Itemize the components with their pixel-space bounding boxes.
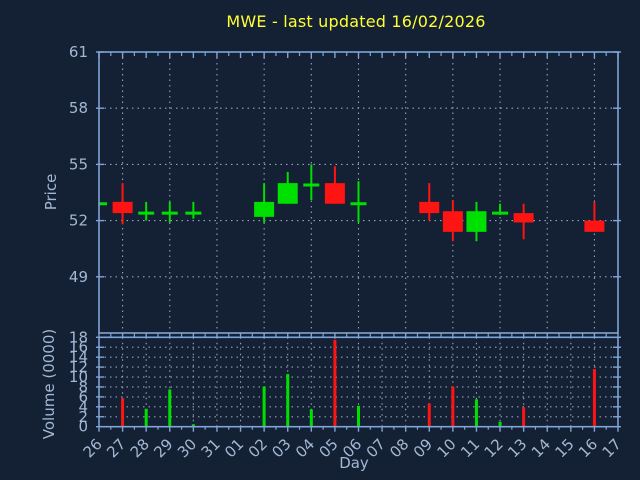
volume-tick-label: 18 bbox=[69, 328, 88, 346]
day-tick-label: 10 bbox=[433, 435, 459, 461]
candle-29 bbox=[161, 201, 178, 223]
volume-bar-29 bbox=[168, 389, 172, 427]
candle-28 bbox=[138, 201, 155, 221]
day-tick-label: 02 bbox=[245, 435, 271, 461]
candle-05 bbox=[324, 166, 345, 204]
volume-bar-02 bbox=[262, 386, 266, 427]
day-tick-label: 29 bbox=[150, 435, 176, 461]
volume-tick-label: 0 bbox=[78, 418, 88, 436]
candles bbox=[99, 164, 605, 242]
day-tick-label: 06 bbox=[339, 435, 365, 461]
price-tick-label: 61 bbox=[69, 43, 88, 61]
candle-06 bbox=[350, 181, 367, 223]
volume-bar-03 bbox=[286, 374, 290, 427]
chart-title: MWE - last updated 16/02/2026 bbox=[226, 12, 486, 31]
day-tick-label: 17 bbox=[599, 435, 625, 461]
volume-bar-06 bbox=[357, 405, 360, 427]
volume-tick-label: 4 bbox=[78, 398, 88, 416]
day-tick-label: 15 bbox=[551, 435, 577, 461]
candle-16 bbox=[584, 201, 605, 232]
volume-bar-30 bbox=[191, 424, 195, 427]
price-tick-label: 58 bbox=[69, 99, 88, 117]
day-tick-label: 28 bbox=[127, 435, 153, 461]
day-tick-label: 13 bbox=[504, 435, 530, 461]
volume-bar-05 bbox=[333, 339, 337, 427]
price-tick-label: 55 bbox=[69, 155, 88, 173]
day-tick-label: 07 bbox=[363, 435, 389, 461]
candle-02 bbox=[254, 183, 275, 223]
price-tick-label: 52 bbox=[69, 212, 88, 230]
day-tick-labels: 2627282930310102030405060708091011121314… bbox=[80, 435, 625, 461]
volume-tick-label: 6 bbox=[78, 388, 88, 406]
volume-bar-28 bbox=[144, 408, 148, 427]
volume-bar-09 bbox=[427, 403, 431, 427]
day-tick-label: 14 bbox=[528, 435, 554, 461]
day-tick-label: 31 bbox=[198, 435, 224, 461]
volume-bar-13 bbox=[522, 407, 526, 427]
day-tick-label: 04 bbox=[292, 435, 318, 461]
volume-bar-04 bbox=[309, 409, 313, 427]
price-tick-label: 49 bbox=[69, 268, 88, 286]
candle-04 bbox=[303, 164, 320, 200]
day-tick-label: 09 bbox=[410, 435, 436, 461]
day-tick-label: 26 bbox=[80, 435, 106, 461]
day-tick-label: 16 bbox=[575, 435, 601, 461]
volume-bar-16 bbox=[592, 369, 596, 427]
volume-tick-label: 10 bbox=[69, 368, 88, 386]
volume-bar-12 bbox=[498, 421, 502, 427]
volume-tick-label: 8 bbox=[78, 378, 88, 396]
candle-30 bbox=[185, 201, 202, 219]
volume-tick-label: 14 bbox=[69, 348, 88, 366]
day-tick-label: 05 bbox=[316, 435, 342, 461]
day-tick-label: 03 bbox=[268, 435, 294, 461]
day-tick-label: 08 bbox=[386, 435, 412, 461]
candle-13 bbox=[513, 203, 534, 240]
candle-27 bbox=[112, 183, 133, 225]
candle-12 bbox=[492, 203, 509, 215]
volume-tick-label: 16 bbox=[69, 338, 88, 356]
day-tick-label: 30 bbox=[174, 435, 200, 461]
price-tick-labels: 49 52 55 58 61 bbox=[69, 43, 88, 286]
volume-bar-10 bbox=[451, 386, 455, 427]
candle-11 bbox=[466, 201, 487, 242]
day-tick-label: 01 bbox=[221, 435, 247, 461]
volume-tick-label: 2 bbox=[78, 408, 88, 426]
volume-bars bbox=[121, 339, 596, 427]
day-tick-label: 12 bbox=[481, 435, 507, 461]
candle-03 bbox=[277, 171, 298, 204]
candle-10 bbox=[442, 199, 463, 242]
candle-09 bbox=[419, 183, 440, 221]
axis-ticks bbox=[96, 51, 621, 432]
x-axis-label: Day bbox=[339, 454, 369, 472]
day-tick-label: 11 bbox=[457, 435, 483, 461]
volume-tick-label: 12 bbox=[69, 358, 88, 376]
day-tick-label: 27 bbox=[103, 435, 129, 461]
volume-bar-11 bbox=[474, 399, 478, 427]
volume-bar-27 bbox=[121, 398, 125, 427]
